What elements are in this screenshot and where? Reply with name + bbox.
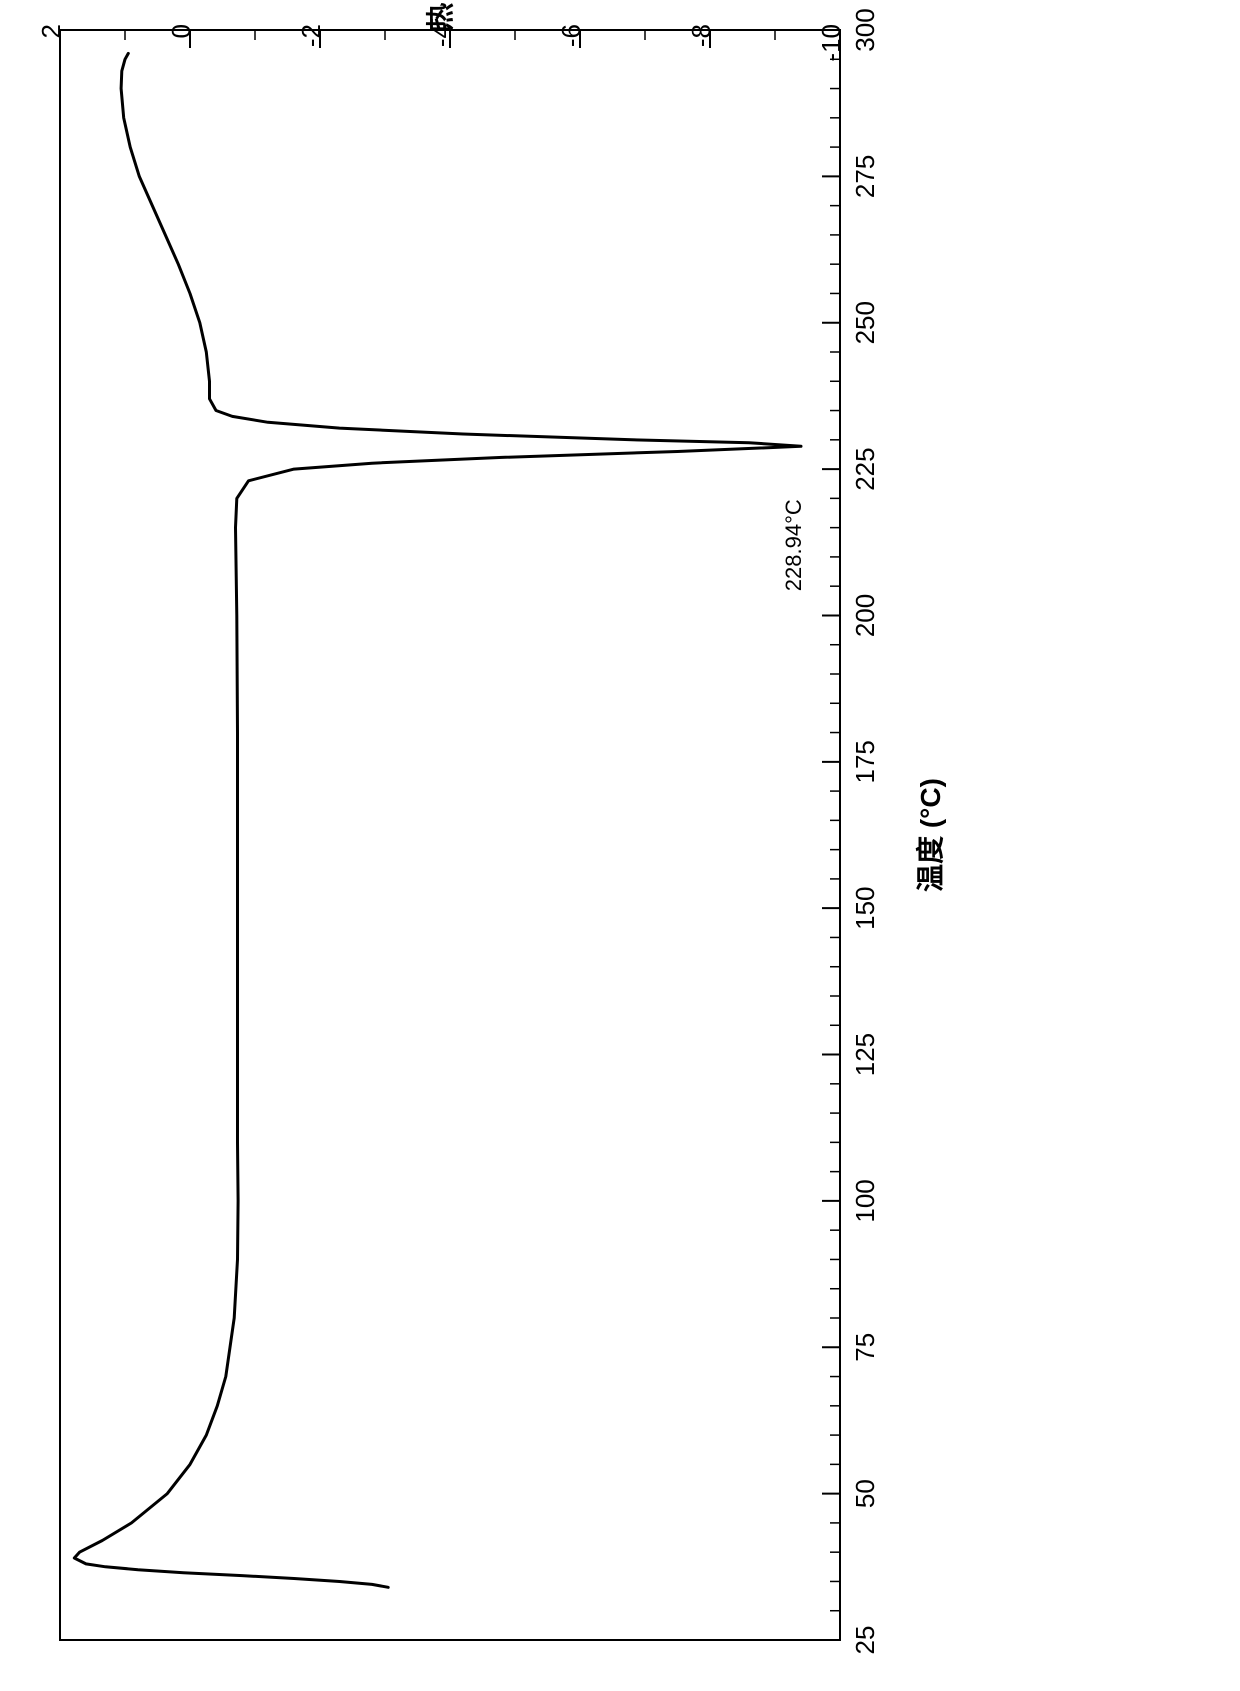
- svg-text:-10: -10: [816, 24, 846, 62]
- svg-text:25: 25: [850, 1626, 880, 1655]
- svg-text:2: 2: [36, 24, 66, 38]
- svg-text:150: 150: [850, 886, 880, 929]
- svg-text:225: 225: [850, 447, 880, 490]
- svg-text:275: 275: [850, 155, 880, 198]
- svg-text:100: 100: [850, 1179, 880, 1222]
- svg-text:温度 (°C): 温度 (°C): [915, 778, 946, 892]
- svg-text:228.94°C: 228.94°C: [781, 499, 806, 591]
- svg-text:300: 300: [850, 8, 880, 51]
- svg-text:125: 125: [850, 1033, 880, 1076]
- svg-text:-8: -8: [686, 24, 716, 47]
- svg-text:75: 75: [850, 1333, 880, 1362]
- svg-text:0: 0: [166, 24, 196, 38]
- svg-text:-6: -6: [556, 24, 586, 47]
- svg-text:250: 250: [850, 301, 880, 344]
- svg-text:200: 200: [850, 594, 880, 637]
- dsc-chart: 25 50 75 100 125 150 175 200 225 250 275 300-10 -8 -6…: [0, 0, 1240, 1691]
- svg-text:热 流 (W/g): 热 流 (W/g): [425, 0, 456, 31]
- svg-text:-2: -2: [296, 24, 326, 47]
- svg-text:175: 175: [850, 740, 880, 783]
- svg-text:50: 50: [850, 1479, 880, 1508]
